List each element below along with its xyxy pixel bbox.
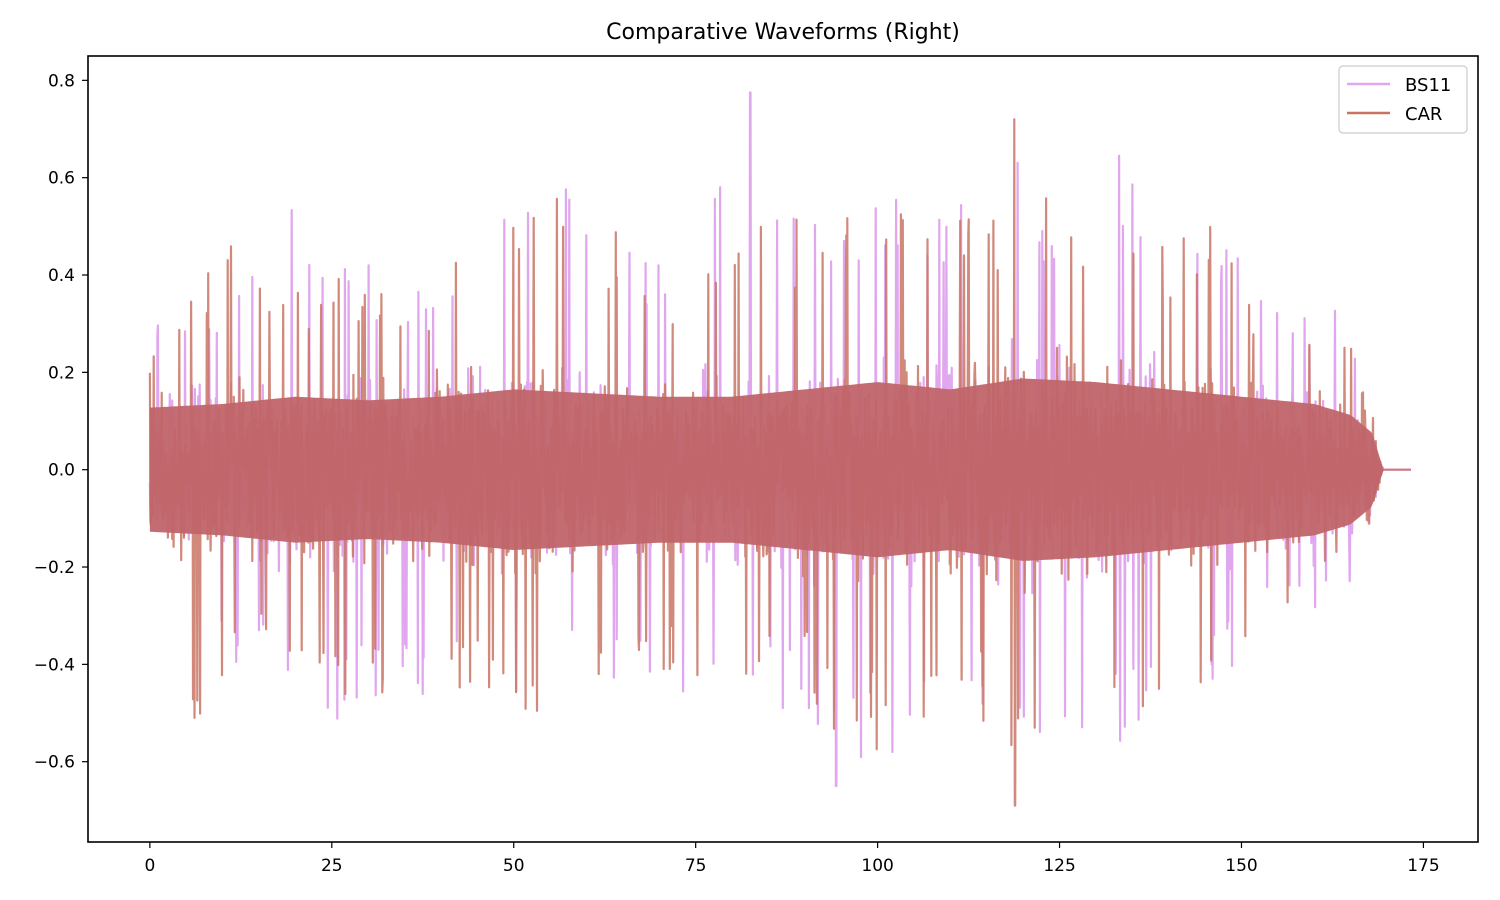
y-tick-label: −0.6	[34, 753, 75, 773]
y-tick-label: 0.2	[48, 363, 75, 383]
axes-frame	[87, 55, 1479, 843]
y-tick-label: 0.4	[48, 266, 75, 286]
x-tick-label: 75	[685, 856, 707, 876]
x-tick-label: 50	[503, 856, 525, 876]
x-tick-label: 150	[1225, 856, 1257, 876]
waveform-series-layer	[148, 91, 1411, 807]
x-tick-label: 0	[144, 856, 155, 876]
y-tick-label: 0.0	[48, 461, 75, 481]
legend: BS11 CAR	[1338, 65, 1468, 134]
x-tick-label: 175	[1407, 856, 1439, 876]
legend-label-bs11: BS11	[1405, 75, 1451, 96]
x-axis: 0 25 50 75 100 125 150 175	[144, 842, 1440, 876]
y-tick-label: −0.4	[34, 655, 75, 675]
chart-title: Comparative Waveforms (Right)	[606, 20, 960, 45]
x-tick-label: 100	[861, 856, 893, 876]
x-tick-label: 25	[321, 856, 343, 876]
y-tick-label: −0.2	[34, 558, 75, 578]
waveform-overlap-core	[149, 378, 1384, 561]
y-axis: −0.6 −0.4 −0.2 0.0 0.2 0.4 0.6 0.8	[34, 71, 88, 773]
y-tick-label: 0.8	[48, 71, 75, 91]
y-tick-label: 0.6	[48, 169, 75, 189]
legend-label-car: CAR	[1405, 104, 1442, 125]
x-tick-label: 125	[1043, 856, 1075, 876]
